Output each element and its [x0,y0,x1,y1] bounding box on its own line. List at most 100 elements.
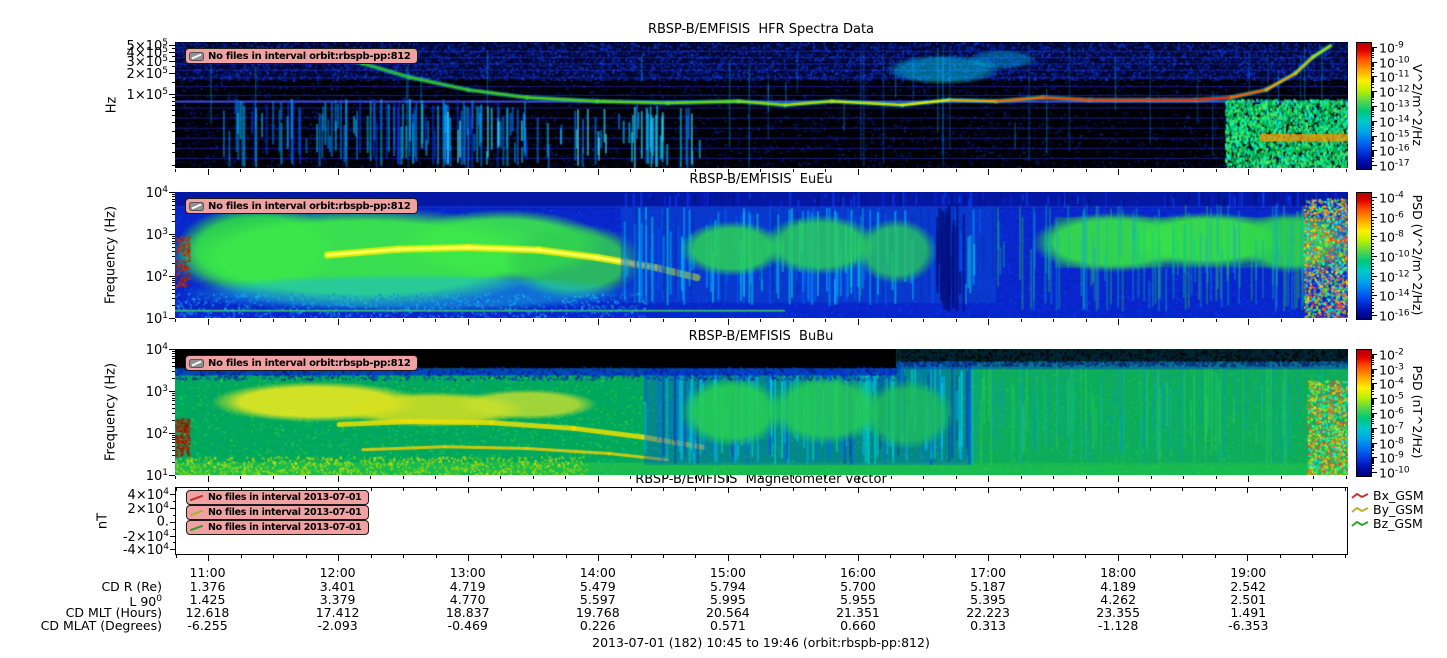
x-tick-minor [1214,555,1216,558]
x-tick-minor [1020,476,1022,479]
colorbar-tick-minor [1371,285,1374,287]
y-tick-minor [172,109,175,111]
x-tick-top [435,488,437,491]
x-tick-minor [1182,555,1184,558]
x-tick-major [597,319,599,325]
context-value-cd-r-re-: 2.542 [1230,579,1267,594]
x-tick-minor [370,555,372,558]
colorbar-tick-minor [1371,288,1374,290]
x-tick-major [597,169,599,175]
colorbar-tick-minor [1371,64,1374,66]
spectrogram-icon [189,201,204,211]
y-tick-minor [172,350,175,352]
colorbar-tick-minor [1371,137,1374,139]
x-tick-minor [1312,555,1314,558]
x-tick-top [468,488,470,493]
x-tick-minor [532,169,534,172]
y-tick-minor [173,542,176,544]
x-tick-minor [1215,319,1217,322]
y-tick-minor [172,400,175,402]
colorbar-tick-minor [1371,223,1374,225]
x-tick-top [1117,488,1119,493]
x-tick-top [273,488,275,491]
colorbar-tick-minor [1371,253,1374,255]
x-tick-top [663,488,664,491]
x-hour-label: 15:00 [709,565,746,580]
colorbar-tick-minor [1371,430,1374,432]
context-value-cd-mlat-degrees-: 0.226 [579,618,616,633]
colorbar-tick-minor [1371,151,1374,153]
y-tick-minor [173,528,176,530]
colorbar-tick-minor [1371,146,1374,147]
x-tick-top [1085,488,1087,491]
x-tick-minor [1313,169,1315,172]
colorbar-tick-minor [1371,47,1374,49]
y-tick-major [170,493,176,495]
colorbar-tick-minor [1371,433,1374,435]
x-tick-minor [760,555,762,558]
y-tick-label: -4×104 [122,542,169,559]
colorbar-tick-minor [1371,156,1374,158]
x-tick-minor [1215,169,1217,172]
y-tick-minor [172,420,175,422]
colorbar-tick-minor [1371,369,1374,371]
x-tick-top [760,488,762,491]
colorbar-tick-minor [1371,203,1374,205]
x-hour-label: 18:00 [1100,565,1137,580]
context-value-cd-mlt-hours-: 20.564 [706,605,750,620]
y-tick-label: 103 [145,383,168,401]
context-value-l-: 5.597 [579,592,616,607]
colorbar-tick-major [1371,315,1377,317]
colorbar-tick-label: 10-16 [1379,308,1410,324]
bubu-colorbar: 10-2 10-3 10-4 10-5 10-6 10-7 10-8 10-9 10-10 [1356,347,1410,480]
y-tick-minor [172,196,175,198]
colorbar-tick-minor [1371,312,1374,314]
y-tick-minor [172,462,175,464]
colorbar-tick-minor [1371,57,1374,59]
context-value-cd-mlt-hours-: 21.351 [836,605,880,620]
colorbar-tick-minor [1371,400,1374,402]
y-tick-label: 101 [145,310,168,328]
x-tick-top [1052,488,1054,491]
y-tick-minor [172,403,175,405]
colorbar-tick-minor [1371,209,1374,211]
colorbar-tick-minor [1371,206,1374,208]
y-tick-minor [172,152,175,154]
badge-text: No files in interval orbit:rbspb-pp:812 [208,50,411,62]
x-tick-minor [402,476,404,479]
eueu-plot-area: No files in interval orbit:rbspb-pp:812 … [146,185,1348,326]
x-tick-major [857,555,859,561]
colorbar-tick-minor [1371,385,1374,387]
y-tick-label: 3×105 [126,53,168,70]
x-tick-minor [1020,319,1022,322]
colorbar-tick-minor [1371,438,1374,440]
y-tick-minor [172,288,175,290]
bubu-colorbar-unit: PSD (nT^2/Hz) [1410,365,1425,459]
colorbar-tick-major [1371,165,1377,167]
x-tick-minor [1085,555,1087,558]
colorbar-tick-minor [1371,160,1374,162]
x-tick-minor [370,319,372,322]
colorbar-tick-major [1371,46,1377,48]
colorbar-tick-minor [1371,272,1374,274]
colorbar-tick-minor [1371,91,1374,93]
colorbar-tick-label: 10-10 [1379,249,1410,265]
y-tick-minor [172,164,175,166]
x-tick-minor [630,169,632,172]
colorbar-tick-minor [1371,386,1374,388]
x-tick-minor [630,476,632,479]
y-tick-major [169,72,175,74]
colorbar-tick-label: 10-9 [1379,450,1404,467]
colorbar-tick-minor [1371,370,1374,372]
context-value-cd-mlat-degrees-: -1.128 [1098,618,1139,633]
colorbar-tick-major [1371,216,1377,218]
row-label-cd-mlt: CD MLT (Hours) [65,605,162,620]
context-value-cd-mlt-hours-: 1.491 [1230,605,1267,620]
y-tick-minor [172,221,175,223]
colorbar-tick-label: 10-3 [1379,362,1404,378]
colorbar-tick-minor [1371,67,1374,69]
y-tick-minor [172,397,175,399]
x-tick-minor [1150,169,1152,172]
x-tick-minor [1053,169,1055,172]
x-tick-major [1117,555,1119,561]
